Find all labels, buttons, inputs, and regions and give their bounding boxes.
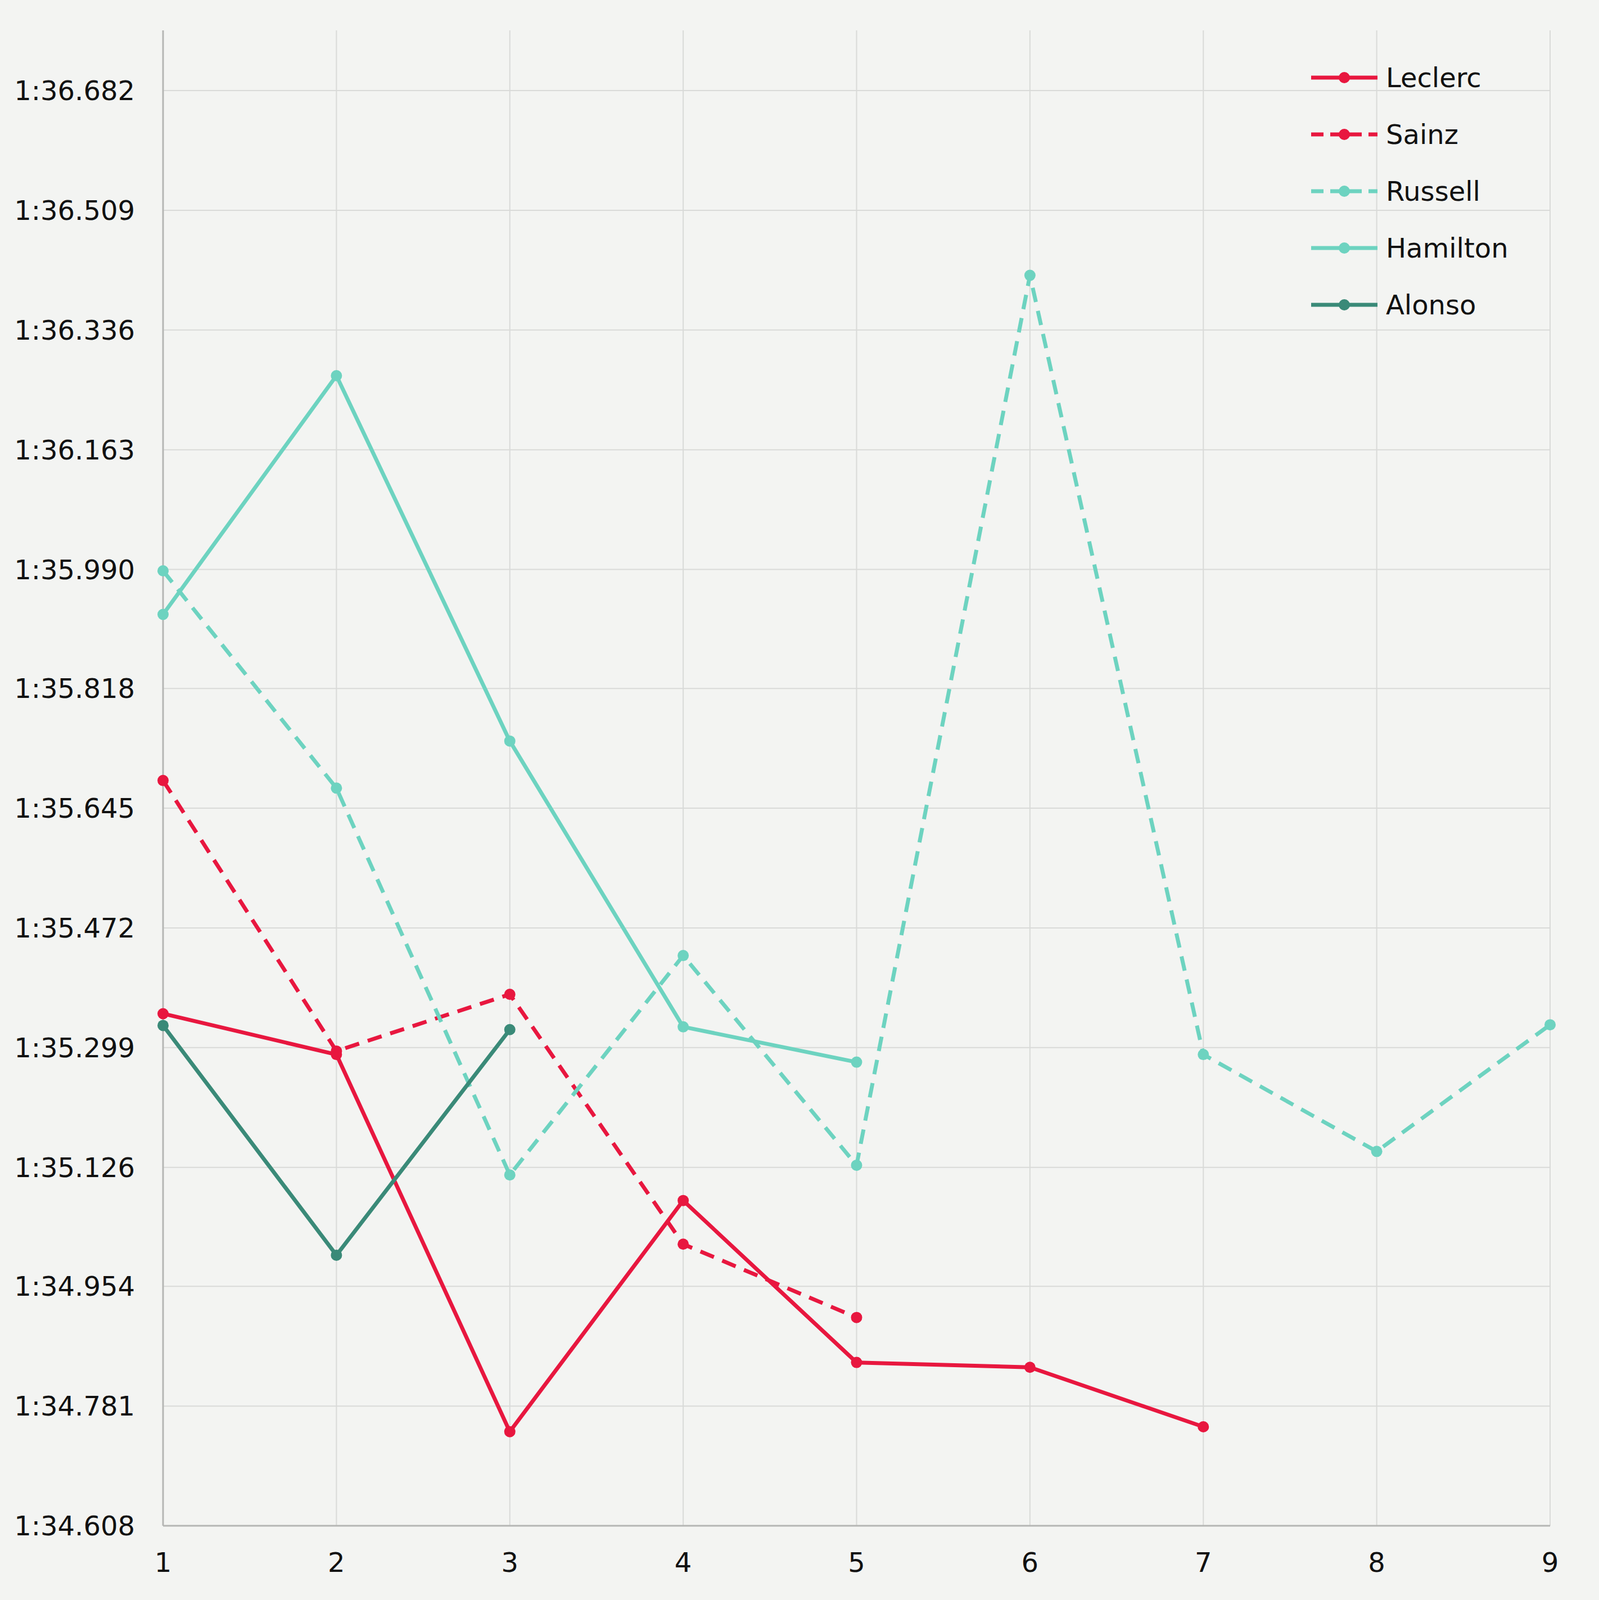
y-tick-label: 1:35.299 — [14, 1031, 135, 1064]
series-line — [163, 1024, 510, 1255]
y-tick-label: 1:36.336 — [14, 314, 135, 346]
y-tick-label: 1:36.509 — [14, 194, 135, 227]
legend-label: Leclerc — [1385, 61, 1482, 94]
point — [851, 1311, 863, 1323]
x-tick-label: 1 — [154, 1546, 173, 1578]
point — [157, 565, 169, 577]
legend-marker — [1338, 128, 1350, 140]
point — [504, 1425, 516, 1438]
point — [330, 782, 342, 794]
x-tick-label: 8 — [1367, 1546, 1386, 1578]
y-tick-label: 1:35.818 — [14, 672, 135, 704]
point — [330, 369, 342, 382]
grid-line — [1202, 30, 1204, 1526]
grid-line — [509, 30, 511, 1526]
point — [504, 988, 516, 1000]
legend-marker — [1338, 299, 1350, 311]
point — [330, 1045, 342, 1057]
point — [677, 1021, 689, 1033]
legend-label: Sainz — [1385, 118, 1459, 151]
legend: Leclerc Sainz Russell Hamilton Alonso — [1311, 61, 1509, 321]
x-axis — [163, 1524, 1551, 1527]
grid-line — [335, 30, 337, 1526]
x-tick-label: 2 — [327, 1546, 346, 1578]
y-tick-label: 1:34.781 — [14, 1389, 135, 1422]
plot-area — [157, 269, 1556, 1438]
point — [504, 735, 516, 747]
point — [1197, 1048, 1209, 1060]
point — [157, 1007, 169, 1019]
legend-marker — [1338, 185, 1350, 197]
point — [1371, 1145, 1383, 1157]
y-tick-label: 1:35.126 — [14, 1151, 135, 1183]
x-tick-label: 4 — [674, 1546, 693, 1578]
point — [851, 1056, 863, 1068]
x-tick-label: 3 — [500, 1546, 519, 1578]
grid-line — [1376, 30, 1378, 1526]
legend-label: Hamilton — [1385, 232, 1509, 264]
point — [677, 949, 689, 961]
y-tick-label: 1:35.645 — [14, 792, 135, 824]
y-tick-label: 1:36.682 — [14, 74, 135, 107]
grid-line — [682, 30, 684, 1526]
point — [157, 774, 169, 787]
grid-line — [856, 30, 858, 1526]
grid-line — [163, 1524, 1551, 1526]
x-tick-label: 6 — [1021, 1546, 1040, 1578]
point — [1544, 1018, 1556, 1031]
point — [1024, 1361, 1036, 1373]
grid-line — [1029, 30, 1031, 1526]
y-tick-label: 1:34.608 — [14, 1509, 135, 1542]
series-line — [163, 375, 857, 1063]
point — [677, 1238, 689, 1250]
chart: 1:34.608 1:34.781 1:34.954 1:35.126 1:35.299… — [0, 0, 1599, 1600]
point — [677, 1194, 689, 1206]
legend-marker — [1338, 242, 1350, 254]
point — [157, 1019, 169, 1031]
legend-label: Russell — [1385, 175, 1481, 207]
legend-label: Alonso — [1385, 288, 1476, 321]
point — [851, 1159, 863, 1171]
y-tick-label: 1:35.472 — [14, 911, 135, 944]
point — [504, 1023, 516, 1036]
series-line — [163, 275, 1551, 1176]
background — [0, 0, 1599, 1600]
point — [851, 1356, 863, 1368]
y-tick-label: 1:35.990 — [14, 553, 135, 586]
y-tick-label: 1:34.954 — [14, 1270, 135, 1302]
series-line — [163, 1013, 1204, 1431]
y-tick-label: 1:36.163 — [14, 434, 135, 466]
legend-marker — [1338, 71, 1350, 84]
x-tick-label: 7 — [1194, 1546, 1213, 1578]
x-tick-label: 9 — [1541, 1546, 1560, 1578]
grid-line — [1549, 30, 1551, 1526]
x-tick-label: 5 — [847, 1546, 866, 1578]
series-line — [163, 780, 857, 1318]
point — [330, 1249, 342, 1261]
point — [504, 1168, 516, 1181]
point — [157, 608, 169, 620]
point — [1197, 1420, 1209, 1433]
point — [1024, 269, 1036, 282]
